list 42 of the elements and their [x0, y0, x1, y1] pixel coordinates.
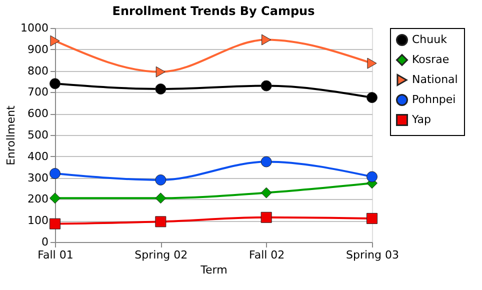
point	[366, 171, 378, 182]
x-tick-label: Fall 02	[248, 248, 285, 262]
y-tick-label: 700	[28, 86, 48, 99]
y-tick-label: 300	[28, 171, 48, 184]
x-tick-label: Spring 03	[346, 248, 399, 262]
point	[155, 174, 166, 186]
legend-label: National	[412, 73, 458, 86]
x-axis-title: Term	[200, 264, 228, 276]
point	[262, 34, 272, 46]
y-tick-label: 600	[28, 107, 48, 120]
x-tick-label: Fall 01	[38, 248, 74, 262]
point	[155, 216, 166, 228]
point	[155, 84, 166, 94]
point	[260, 212, 272, 223]
y-axis-title: Enrollment	[4, 104, 18, 166]
point	[156, 66, 166, 78]
legend-label: Yap	[411, 113, 431, 126]
x-tick-label: Spring 02	[134, 248, 188, 262]
legend-label: Chuuk	[412, 33, 448, 46]
point	[260, 156, 272, 168]
point	[260, 187, 272, 198]
chart-title: Enrollment Trends By Campus	[112, 4, 315, 18]
legend-label: Pohnpei	[412, 93, 456, 106]
point	[367, 58, 377, 69]
y-tick-label: 200	[28, 192, 48, 206]
y-tick-label: 100	[28, 214, 48, 228]
y-tick-label: 0	[42, 236, 48, 248]
point	[366, 92, 378, 104]
y-tick-label: 900	[28, 42, 48, 56]
point	[50, 218, 60, 230]
y-tick-label: 500	[28, 128, 48, 142]
y-tick-label: 800	[28, 64, 48, 78]
point	[366, 212, 378, 224]
y-tick-label: 1000	[20, 22, 48, 34]
point	[50, 35, 60, 46]
point	[260, 80, 272, 92]
y-tick-label: 400	[28, 150, 48, 163]
legend-label: Kosrae	[412, 53, 450, 66]
point	[155, 192, 166, 204]
point	[50, 78, 60, 90]
point	[50, 168, 60, 180]
point	[50, 192, 60, 204]
